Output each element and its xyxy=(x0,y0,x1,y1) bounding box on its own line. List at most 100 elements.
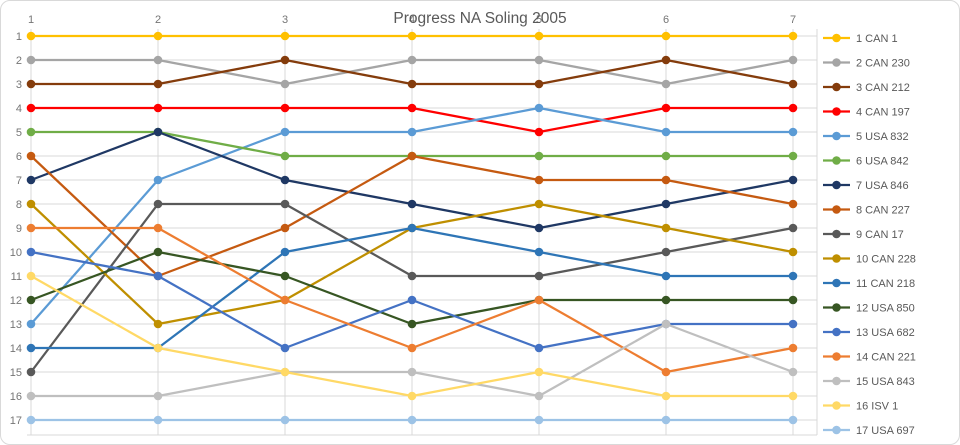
data-point-1-CAN-1-race7[interactable] xyxy=(788,31,798,41)
data-point-1-CAN-1-race5[interactable] xyxy=(534,31,544,41)
data-point-4-CAN-197-race3[interactable] xyxy=(280,103,290,113)
data-point-7-USA-846-race2[interactable] xyxy=(153,127,163,137)
data-point-11-CAN-218-race7[interactable] xyxy=(788,271,798,281)
data-point-3-CAN-212-race3[interactable] xyxy=(280,55,290,65)
data-point-14-CAN-221-race1[interactable] xyxy=(26,223,36,233)
data-point-7-USA-846-race7[interactable] xyxy=(788,175,798,185)
legend-item-4-CAN-197[interactable]: 4 CAN 197 xyxy=(823,107,910,119)
legend-item-7-USA-846[interactable]: 7 USA 846 xyxy=(823,180,909,192)
data-point-4-CAN-197-race4[interactable] xyxy=(407,103,417,113)
data-point-1-CAN-1-race1[interactable] xyxy=(26,31,36,41)
data-point-10-CAN-228-race5[interactable] xyxy=(534,199,544,209)
data-point-8-CAN-227-race5[interactable] xyxy=(534,175,544,185)
legend-item-17-USA-697[interactable]: 17 USA 697 xyxy=(823,425,915,437)
data-point-13-USA-682-race3[interactable] xyxy=(280,343,290,353)
data-point-8-CAN-227-race1[interactable] xyxy=(26,151,36,161)
legend-item-15-USA-843[interactable]: 15 USA 843 xyxy=(823,376,915,388)
data-point-4-CAN-197-race6[interactable] xyxy=(661,103,671,113)
legend-item-10-CAN-228[interactable]: 10 CAN 228 xyxy=(823,254,916,266)
data-point-2-CAN-230-race6[interactable] xyxy=(661,79,671,89)
data-point-10-CAN-228-race7[interactable] xyxy=(788,247,798,257)
legend-item-2-CAN-230[interactable]: 2 CAN 230 xyxy=(823,58,910,70)
legend-item-9-CAN-17[interactable]: 9 CAN 17 xyxy=(823,229,904,241)
data-point-4-CAN-197-race5[interactable] xyxy=(534,127,544,137)
data-point-8-CAN-227-race3[interactable] xyxy=(280,223,290,233)
data-point-17-USA-697-race7[interactable] xyxy=(788,415,798,425)
data-point-13-USA-682-race5[interactable] xyxy=(534,343,544,353)
data-point-12-USA-850-race2[interactable] xyxy=(153,247,163,257)
data-point-10-CAN-228-race2[interactable] xyxy=(153,319,163,329)
data-point-2-CAN-230-race5[interactable] xyxy=(534,55,544,65)
data-point-5-USA-832-race4[interactable] xyxy=(407,127,417,137)
data-point-15-USA-843-race6[interactable] xyxy=(661,319,671,329)
data-point-15-USA-843-race2[interactable] xyxy=(153,391,163,401)
data-point-9-CAN-17-race2[interactable] xyxy=(153,199,163,209)
legend-item-12-USA-850[interactable]: 12 USA 850 xyxy=(823,303,915,315)
data-point-9-CAN-17-race7[interactable] xyxy=(788,223,798,233)
data-point-1-CAN-1-race4[interactable] xyxy=(407,31,417,41)
data-point-15-USA-843-race7[interactable] xyxy=(788,367,798,377)
data-point-12-USA-850-race6[interactable] xyxy=(661,295,671,305)
legend-item-11-CAN-218[interactable]: 11 CAN 218 xyxy=(823,278,915,290)
data-point-15-USA-843-race1[interactable] xyxy=(26,391,36,401)
data-point-3-CAN-212-race1[interactable] xyxy=(26,79,36,89)
data-point-7-USA-846-race3[interactable] xyxy=(280,175,290,185)
data-point-7-USA-846-race4[interactable] xyxy=(407,199,417,209)
data-point-7-USA-846-race6[interactable] xyxy=(661,199,671,209)
data-point-14-CAN-221-race7[interactable] xyxy=(788,343,798,353)
data-point-3-CAN-212-race6[interactable] xyxy=(661,55,671,65)
data-point-6-USA-842-race3[interactable] xyxy=(280,151,290,161)
data-point-1-CAN-1-race6[interactable] xyxy=(661,31,671,41)
data-point-4-CAN-197-race7[interactable] xyxy=(788,103,798,113)
data-point-6-USA-842-race7[interactable] xyxy=(788,151,798,161)
data-point-9-CAN-17-race1[interactable] xyxy=(26,367,36,377)
data-point-10-CAN-228-race6[interactable] xyxy=(661,223,671,233)
legend-item-5-USA-832[interactable]: 5 USA 832 xyxy=(823,131,909,143)
data-point-2-CAN-230-race2[interactable] xyxy=(153,55,163,65)
data-point-3-CAN-212-race2[interactable] xyxy=(153,79,163,89)
legend-item-16-ISV-1[interactable]: 16 ISV 1 xyxy=(823,401,898,413)
data-point-13-USA-682-race2[interactable] xyxy=(153,271,163,281)
data-point-9-CAN-17-race3[interactable] xyxy=(280,199,290,209)
data-point-12-USA-850-race7[interactable] xyxy=(788,295,798,305)
legend-item-13-USA-682[interactable]: 13 USA 682 xyxy=(823,327,915,339)
data-point-8-CAN-227-race4[interactable] xyxy=(407,151,417,161)
data-point-11-CAN-218-race6[interactable] xyxy=(661,271,671,281)
data-point-2-CAN-230-race7[interactable] xyxy=(788,55,798,65)
data-point-16-ISV-1-race2[interactable] xyxy=(153,343,163,353)
data-point-16-ISV-1-race3[interactable] xyxy=(280,367,290,377)
legend-item-1-CAN-1[interactable]: 1 CAN 1 xyxy=(823,33,898,45)
data-point-7-USA-846-race5[interactable] xyxy=(534,223,544,233)
legend-item-6-USA-842[interactable]: 6 USA 842 xyxy=(823,156,909,168)
data-point-11-CAN-218-race4[interactable] xyxy=(407,223,417,233)
data-point-5-USA-832-race1[interactable] xyxy=(26,319,36,329)
data-point-9-CAN-17-race6[interactable] xyxy=(661,247,671,257)
data-point-5-USA-832-race3[interactable] xyxy=(280,127,290,137)
data-point-9-CAN-17-race4[interactable] xyxy=(407,271,417,281)
data-point-1-CAN-1-race2[interactable] xyxy=(153,31,163,41)
data-point-14-CAN-221-race3[interactable] xyxy=(280,295,290,305)
data-point-15-USA-843-race4[interactable] xyxy=(407,367,417,377)
data-point-13-USA-682-race1[interactable] xyxy=(26,247,36,257)
data-point-14-CAN-221-race5[interactable] xyxy=(534,295,544,305)
data-point-11-CAN-218-race3[interactable] xyxy=(280,247,290,257)
data-point-12-USA-850-race1[interactable] xyxy=(26,295,36,305)
data-point-6-USA-842-race5[interactable] xyxy=(534,151,544,161)
data-point-16-ISV-1-race7[interactable] xyxy=(788,391,798,401)
data-point-12-USA-850-race4[interactable] xyxy=(407,319,417,329)
legend-item-14-CAN-221[interactable]: 14 CAN 221 xyxy=(823,352,916,364)
data-point-2-CAN-230-race4[interactable] xyxy=(407,55,417,65)
data-point-16-ISV-1-race5[interactable] xyxy=(534,367,544,377)
data-point-17-USA-697-race5[interactable] xyxy=(534,415,544,425)
data-point-17-USA-697-race1[interactable] xyxy=(26,415,36,425)
data-point-14-CAN-221-race4[interactable] xyxy=(407,343,417,353)
data-point-13-USA-682-race4[interactable] xyxy=(407,295,417,305)
data-point-11-CAN-218-race1[interactable] xyxy=(26,343,36,353)
data-point-5-USA-832-race7[interactable] xyxy=(788,127,798,137)
data-point-2-CAN-230-race3[interactable] xyxy=(280,79,290,89)
data-point-17-USA-697-race3[interactable] xyxy=(280,415,290,425)
data-point-12-USA-850-race3[interactable] xyxy=(280,271,290,281)
data-point-5-USA-832-race2[interactable] xyxy=(153,175,163,185)
data-point-13-USA-682-race7[interactable] xyxy=(788,319,798,329)
data-point-10-CAN-228-race1[interactable] xyxy=(26,199,36,209)
